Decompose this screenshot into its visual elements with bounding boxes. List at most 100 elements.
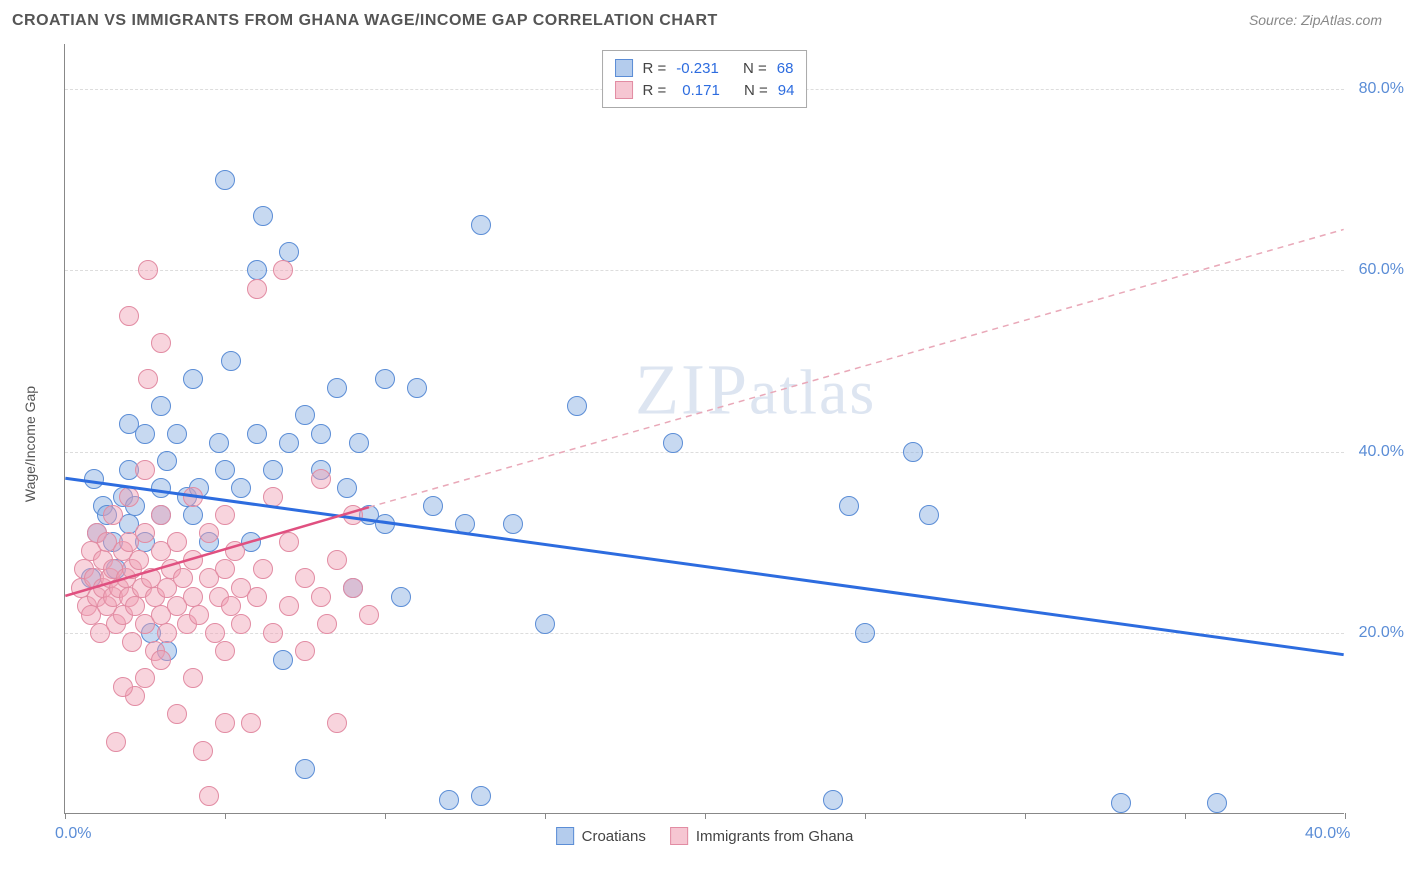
scatter-point <box>247 279 267 299</box>
chart-title: CROATIAN VS IMMIGRANTS FROM GHANA WAGE/I… <box>12 12 718 30</box>
scatter-point <box>343 578 363 598</box>
scatter-point <box>138 260 158 280</box>
scatter-point <box>337 478 357 498</box>
x-tick-mark <box>1345 813 1346 819</box>
scatter-point <box>122 632 142 652</box>
scatter-point <box>247 424 267 444</box>
scatter-point <box>193 741 213 761</box>
scatter-point <box>855 623 875 643</box>
scatter-point <box>135 523 155 543</box>
scatter-point <box>151 505 171 525</box>
scatter-point <box>359 605 379 625</box>
scatter-point <box>231 478 251 498</box>
scatter-point <box>279 596 299 616</box>
scatter-point <box>407 378 427 398</box>
scatter-point <box>503 514 523 534</box>
series-legend: Croatians Immigrants from Ghana <box>556 827 854 845</box>
scatter-point <box>183 369 203 389</box>
scatter-point <box>263 487 283 507</box>
scatter-point <box>167 532 187 552</box>
x-tick-mark <box>545 813 546 819</box>
y-tick-label: 40.0% <box>1359 443 1404 461</box>
scatter-point <box>919 505 939 525</box>
y-axis-label: Wage/Income Gap <box>22 386 38 502</box>
scatter-point <box>311 424 331 444</box>
scatter-point <box>375 369 395 389</box>
scatter-point <box>375 514 395 534</box>
scatter-point <box>279 532 299 552</box>
scatter-point <box>663 433 683 453</box>
x-tick-mark <box>65 813 66 819</box>
scatter-point <box>215 559 235 579</box>
scatter-point <box>215 505 235 525</box>
y-tick-label: 80.0% <box>1359 80 1404 98</box>
scatter-point <box>327 713 347 733</box>
swatch-pink-icon <box>670 827 688 845</box>
scatter-point <box>138 369 158 389</box>
scatter-point <box>157 623 177 643</box>
swatch-blue-icon <box>556 827 574 845</box>
scatter-point <box>279 242 299 262</box>
scatter-point <box>295 405 315 425</box>
x-tick-mark <box>385 813 386 819</box>
correlation-legend: R = -0.231 N = 68 R = 0.171 N = 94 <box>602 50 808 108</box>
scatter-point <box>263 623 283 643</box>
scatter-point <box>1111 793 1131 813</box>
x-tick-label: 40.0% <box>1305 825 1350 843</box>
scatter-point <box>535 614 555 634</box>
scatter-point <box>221 596 241 616</box>
scatter-point <box>135 460 155 480</box>
scatter-point <box>455 514 475 534</box>
scatter-point <box>247 587 267 607</box>
scatter-point <box>823 790 843 810</box>
scatter-point <box>119 414 139 434</box>
scatter-point <box>253 559 273 579</box>
scatter-point <box>199 523 219 543</box>
scatter-point <box>327 378 347 398</box>
x-tick-label: 0.0% <box>55 825 91 843</box>
plot-area: ZIPatlas R = -0.231 N = 68 R = 0.171 N =… <box>64 44 1344 814</box>
scatter-point <box>471 215 491 235</box>
x-tick-mark <box>1025 813 1026 819</box>
gridline <box>65 452 1344 453</box>
scatter-point <box>1207 793 1227 813</box>
y-tick-label: 20.0% <box>1359 624 1404 642</box>
scatter-point <box>343 505 363 525</box>
scatter-point <box>273 650 293 670</box>
scatter-point <box>119 306 139 326</box>
scatter-point <box>183 668 203 688</box>
scatter-point <box>263 460 283 480</box>
scatter-point <box>215 713 235 733</box>
scatter-point <box>253 206 273 226</box>
scatter-point <box>151 396 171 416</box>
scatter-point <box>241 713 261 733</box>
scatter-point <box>311 469 331 489</box>
scatter-point <box>295 641 315 661</box>
scatter-point <box>231 614 251 634</box>
scatter-point <box>189 605 209 625</box>
scatter-point <box>471 786 491 806</box>
scatter-point <box>113 677 133 697</box>
scatter-point <box>221 351 241 371</box>
scatter-point <box>215 460 235 480</box>
scatter-point <box>183 587 203 607</box>
scatter-point <box>135 668 155 688</box>
scatter-point <box>567 396 587 416</box>
legend-item-ghana: Immigrants from Ghana <box>670 827 854 845</box>
scatter-point <box>273 260 293 280</box>
x-tick-mark <box>225 813 226 819</box>
watermark: ZIPatlas <box>635 349 876 432</box>
scatter-point <box>151 650 171 670</box>
scatter-point <box>209 433 229 453</box>
scatter-point <box>439 790 459 810</box>
legend-row-ghana: R = 0.171 N = 94 <box>615 79 795 101</box>
scatter-point <box>167 704 187 724</box>
scatter-point <box>225 541 245 561</box>
scatter-point <box>151 333 171 353</box>
scatter-point <box>129 550 149 570</box>
swatch-blue <box>615 59 633 77</box>
scatter-point <box>903 442 923 462</box>
gridline <box>65 633 1344 634</box>
scatter-point <box>317 614 337 634</box>
scatter-point <box>349 433 369 453</box>
